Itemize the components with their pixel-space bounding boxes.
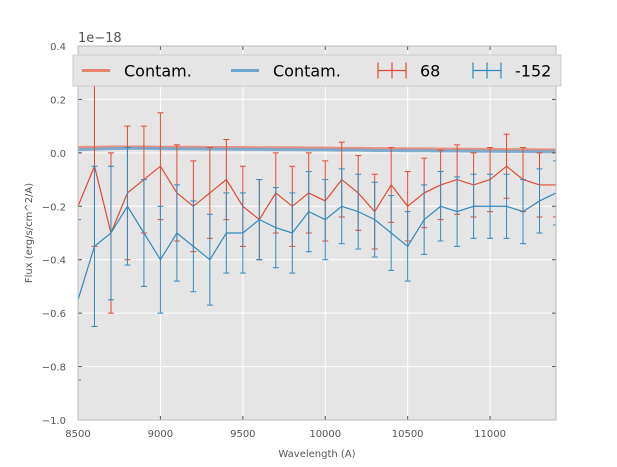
y-tick-label: −0.2: [42, 202, 66, 213]
legend-label: Contam.: [124, 62, 192, 81]
contam-line: [78, 146, 556, 154]
series-group: [78, 85, 556, 381]
series-layer: [78, 85, 556, 381]
legend-label: 68: [420, 62, 440, 81]
y-axis-label: Flux (erg/s/cm^2/A): [24, 183, 35, 283]
x-tick-label: 10500: [392, 429, 424, 440]
legend-label: -152: [515, 62, 551, 81]
x-axis-label: Wavelength (A): [278, 449, 355, 460]
x-tick-label: 11000: [474, 429, 506, 440]
y-tick-label: −0.6: [42, 309, 66, 320]
x-tick-label: 8500: [65, 429, 90, 440]
y-tick-label: 0.4: [50, 42, 66, 53]
x-tick-label: 10000: [309, 429, 341, 440]
plot-background: [78, 46, 556, 420]
plot-frame: [77, 45, 557, 421]
legend: Contam. Contam. 68 -152: [72, 54, 562, 87]
y-tick-label: 0.0: [50, 149, 66, 160]
x-tick-label: 9500: [230, 429, 255, 440]
legend-label: Contam.: [273, 62, 341, 81]
y-tick-label: −0.8: [42, 363, 66, 374]
y-tick-label: 0.2: [50, 95, 66, 106]
y-tick-label: −1.0: [42, 416, 66, 427]
y-tick-label: −0.4: [42, 256, 66, 267]
axes-layer: 8500 9000 9500 10000 10500 11000 0.4 0.2 0.0 −0.2…: [42, 42, 557, 440]
series-line--152: [78, 192, 556, 300]
y-offset-label: 1e−18: [78, 31, 122, 46]
x-tick-label: 9000: [148, 429, 173, 440]
series-line-68: [78, 164, 556, 235]
